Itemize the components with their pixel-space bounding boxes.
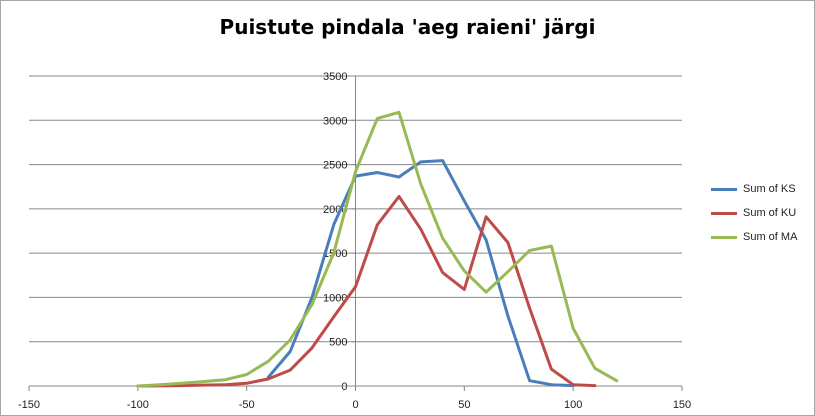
- x-tick-label: -50: [239, 399, 255, 411]
- legend-item: Sum of KS: [711, 177, 797, 201]
- legend-label: Sum of KS: [743, 183, 796, 195]
- y-tick-label: 1000: [323, 292, 347, 304]
- legend-item: Sum of MA: [711, 225, 797, 249]
- legend-item: Sum of KU: [711, 201, 797, 225]
- y-tick-label: 2500: [323, 160, 347, 172]
- legend: Sum of KS Sum of KU Sum of MA: [711, 177, 797, 249]
- chart-title: Puistute pindala 'aeg raieni' järgi: [219, 15, 596, 39]
- x-tick-label: 0: [352, 399, 358, 411]
- y-tick-label: 3000: [323, 115, 347, 127]
- series-line-1: [266, 159, 575, 388]
- x-tick-label: -100: [127, 399, 149, 411]
- y-tick-label: 1500: [323, 248, 347, 260]
- legend-swatch: [711, 187, 737, 191]
- series-line-2: [136, 195, 597, 388]
- y-tick-label: 0: [341, 381, 347, 393]
- x-tick-label: 100: [564, 399, 582, 411]
- legend-swatch: [711, 235, 737, 239]
- x-tick-label: 50: [458, 399, 470, 411]
- x-tick-label: 150: [673, 399, 691, 411]
- x-tick-label: -150: [18, 399, 40, 411]
- legend-label: Sum of MA: [743, 231, 798, 243]
- y-tick-label: 3500: [323, 71, 347, 83]
- series-line-3: [136, 110, 619, 388]
- y-tick-label: 500: [329, 337, 347, 349]
- legend-label: Sum of KU: [743, 207, 797, 219]
- legend-swatch: [711, 211, 737, 215]
